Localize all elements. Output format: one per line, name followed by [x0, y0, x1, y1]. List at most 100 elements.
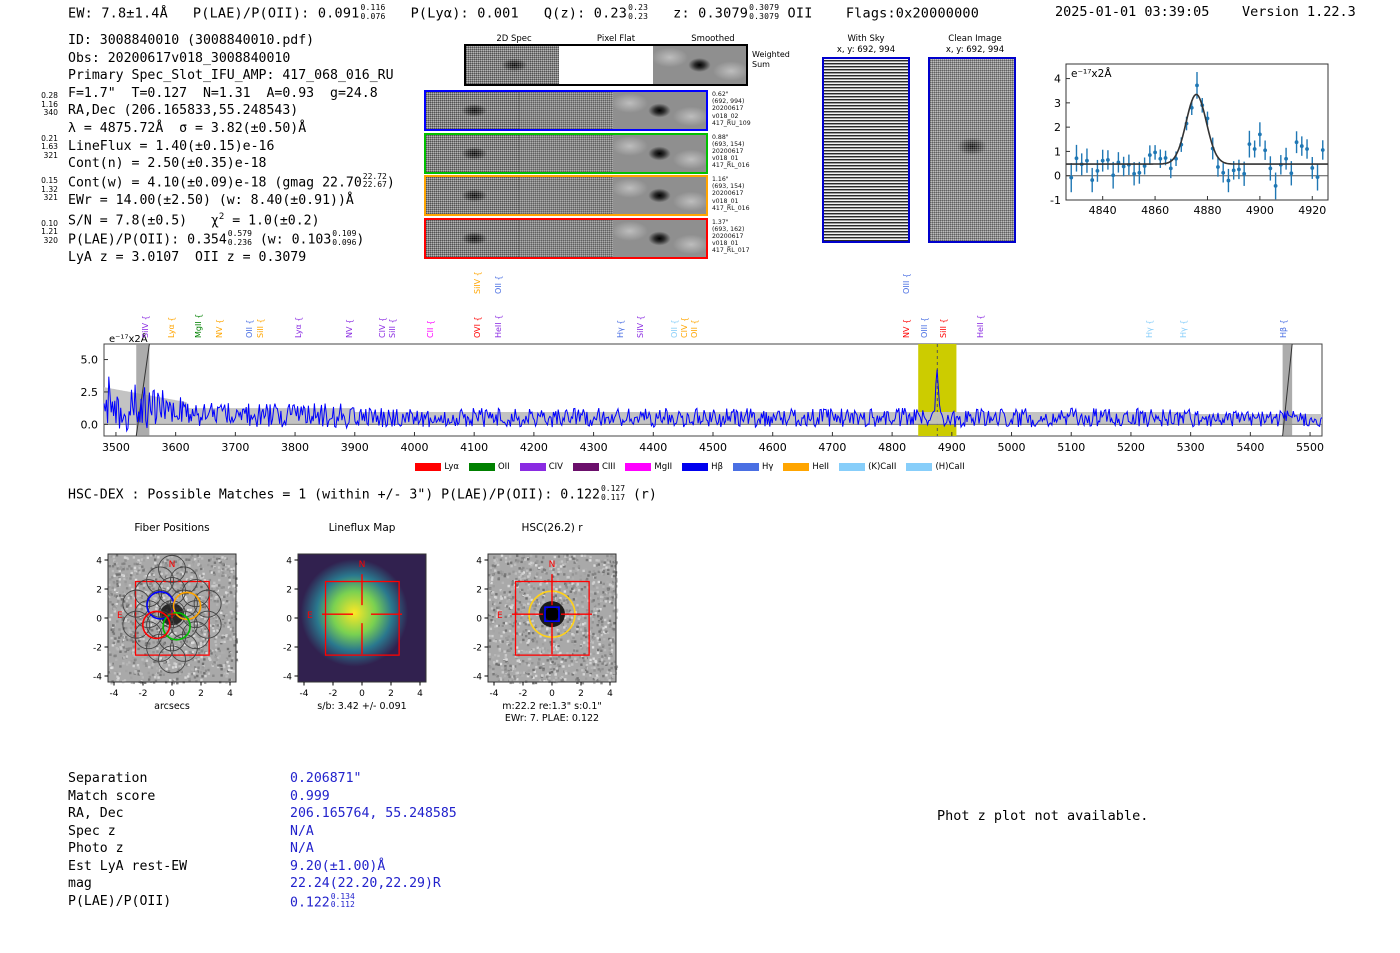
svg-text:-2: -2 [519, 689, 528, 699]
weighted-sum-panel [464, 44, 748, 86]
legend-item-lyα: Lyα [415, 456, 469, 475]
full-spectrum-plot: 0.0 2.5 5.0 3500 3600 3700 3800 3900 4000 4100 420… [60, 276, 1330, 471]
svg-text:0: 0 [549, 689, 555, 699]
svg-text:2: 2 [578, 689, 584, 699]
legend-label: CIV [548, 461, 563, 472]
legend-item-hβ: Hβ [682, 456, 733, 475]
legend-swatch [468, 462, 495, 471]
legend-label: CIII [601, 461, 616, 472]
fiber-row-2-stats: 0.15 1.32 321 [41, 176, 58, 203]
svg-text:3700: 3700 [221, 441, 249, 454]
fiber-row-3-meta: 1.37" (693, 162) 20200617 v018_01 417_RL_017 [712, 218, 750, 255]
info-cont-n: Cont(n) = 2.50(±0.35)e-18 [68, 156, 267, 172]
line-marker-oii-19: OII { [689, 319, 699, 338]
table-row-errors: 0.134 0.112 [330, 891, 355, 909]
version-value: Version 1.22.3 [1241, 4, 1356, 20]
info-lambda-sigma: λ = 4875.72Å σ = 3.82(±0.50)Å [68, 120, 307, 136]
line-marker-lyα-1: Lyα { [167, 316, 177, 338]
legend-label: OII [497, 461, 510, 472]
svg-text:E: E [307, 611, 313, 621]
qz-value: 0.23 [593, 5, 628, 22]
svg-text:4: 4 [1054, 73, 1061, 86]
line-marker-mgii-2: MgII { [193, 313, 203, 338]
spectrum-legend: Lyα OII CIV CIII MgII Hβ Hγ HeII (K)CaII (H)CaII [60, 456, 1330, 475]
z-line-id: OII [787, 5, 813, 22]
svg-text:4100: 4100 [460, 441, 488, 454]
info-seeing: F=1.7" T=0.127 N=1.31 A=0.93 g=24.8 [68, 85, 378, 101]
line-marker-siiv-12: SiIV { [472, 271, 482, 294]
line-marker-heii-24: HeII { [976, 314, 986, 338]
fiber-row-3-panel [424, 217, 708, 259]
ew-value: 7.8±1.4Å [101, 5, 168, 22]
svg-text:-2: -2 [93, 644, 102, 654]
fiber-row-0-stats: 0.28 1.16 340 [41, 91, 58, 118]
svg-text:4: 4 [227, 689, 233, 699]
svg-text:4300: 4300 [580, 441, 608, 454]
svg-text:N: N [169, 560, 176, 570]
fiber-row-1-panel [424, 132, 708, 174]
svg-text:-4: -4 [110, 689, 119, 699]
ew-label: EW: [68, 5, 93, 22]
svg-text:4: 4 [476, 557, 482, 567]
line-marker-hγ-26: Hγ { [1179, 319, 1189, 338]
fiber-row-2-meta: 1.16" (693, 154) 20200617 v018_01 417_RL_016 [712, 176, 750, 212]
panel-title-pixel-flat: Pixel Flat [596, 34, 636, 44]
svg-text:0: 0 [96, 615, 102, 625]
info-plae: P(LAE)/P(OII): 0.354 0.579 0.236 (w: 0.103… [68, 229, 365, 248]
panel-title-smoothed: Smoothed [691, 34, 735, 44]
info-cont-w: Cont(w) = 4.10(±0.09)e-18 (gmag 22.70 22.… [68, 171, 395, 191]
line-marker-ovi-11: OVI { [472, 316, 482, 338]
flags-value: Flags:0x20000000 [845, 5, 980, 22]
svg-text:3500: 3500 [102, 441, 130, 454]
table-row-key: Est LyA rest-EW [68, 858, 188, 874]
timestamp-version: 2025-01-01 03:39:05 Version 1.22.3 [1055, 4, 1356, 20]
plya-label: P(Lyα): [410, 5, 469, 22]
legend-swatch [519, 462, 546, 471]
legend-item-hcaii: (H)CaII [906, 456, 974, 475]
svg-text:2: 2 [198, 689, 204, 699]
table-row-key: Separation [68, 771, 148, 786]
qz-errors: 0.23 0.23 [628, 3, 649, 21]
svg-text:4200: 4200 [520, 441, 548, 454]
line-marker-civ-18: CIV { [680, 316, 690, 338]
legend-label: (K)CaII [868, 461, 897, 472]
panel-title-2d-spec: 2D Spec [496, 34, 532, 44]
svg-text:0: 0 [1054, 170, 1061, 183]
svg-text:5200: 5200 [1117, 441, 1145, 454]
svg-text:s/b: 3.42 +/- 0.091: s/b: 3.42 +/- 0.091 [317, 701, 406, 712]
svg-text:-4: -4 [283, 673, 292, 683]
svg-text:4000: 4000 [400, 441, 428, 454]
svg-text:0: 0 [286, 615, 292, 625]
svg-text:-2: -2 [139, 689, 148, 699]
hsc-panel-2-image: N E 4 2 0 -2 -4 -4 -2 0 2 4 m:22.2 re:1.3" s:0.1"EWr… [473, 553, 619, 724]
info-plae-errors: 0.579 0.236 [227, 229, 252, 247]
table-row-value: 0.206871" [290, 771, 362, 786]
line-marker-nv-7: NV { [344, 318, 354, 338]
svg-text:2: 2 [286, 586, 292, 596]
hsc-panel-0-title: Fiber Positions [134, 522, 210, 534]
legend-swatch [906, 462, 933, 471]
header-summary-line: EW: 7.8±1.4Å P(LAE)/P(OII): 0.091 0.116 0.… [68, 3, 980, 22]
legend-swatch [625, 462, 652, 471]
line-marker-oii-17: OII { [669, 319, 679, 338]
line-marker-civ-8: CIV { [378, 316, 388, 338]
line-marker-oii-14: OII { [494, 275, 504, 294]
legend-item-mgii: MgII [625, 456, 682, 475]
fiber-row-0-meta: 0.62" (692, 994) 20200617 v018_02 417_RU_109 [712, 91, 751, 127]
line-marker-oiii-21: OIII { [901, 272, 911, 294]
info-radec: RA,Dec (206.165833,55.248543) [68, 103, 299, 119]
svg-text:4500: 4500 [699, 441, 727, 454]
line-marker-cii-10: CII { [425, 320, 435, 338]
info-redshifts: LyA z = 3.0107 OII z = 0.3079 [68, 250, 307, 266]
line-marker-lyα-6: Lyα { [294, 316, 304, 338]
svg-text:4700: 4700 [818, 441, 846, 454]
info-obs: Obs: 20200617v018_3008840010 [68, 50, 291, 66]
svg-text:-4: -4 [93, 673, 102, 683]
table-row-key: Spec z [68, 823, 116, 839]
info-lineflux: LineFlux = 1.40(±0.15)e-16 [68, 138, 275, 154]
svg-text:2: 2 [1054, 121, 1061, 134]
legend-label: HeII [812, 461, 830, 472]
hsc-panel-1-image: N E 4 2 0 -2 -4 -4 -2 0 2 4 s/b: 3.42 +/- 0.091 [283, 553, 427, 712]
svg-text:-2: -2 [473, 644, 482, 654]
line-marker-siii-23: SiII { [939, 318, 949, 338]
